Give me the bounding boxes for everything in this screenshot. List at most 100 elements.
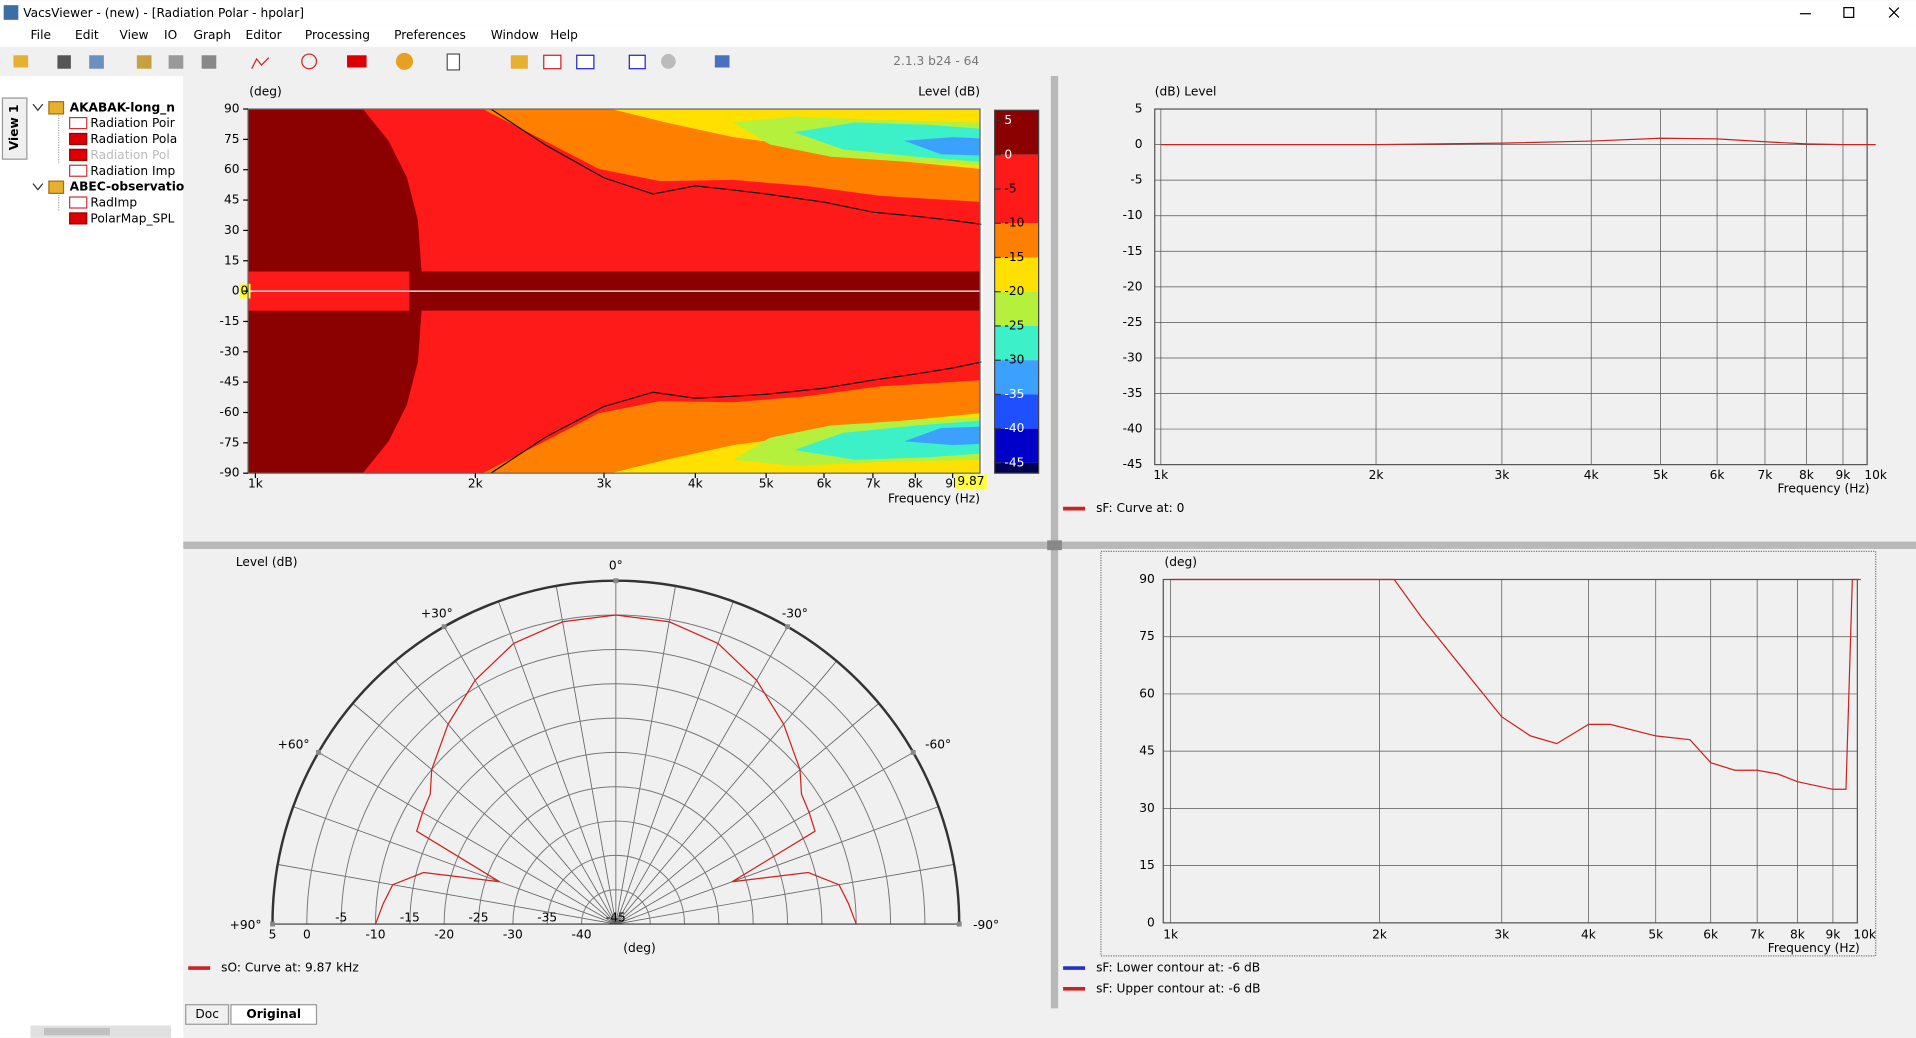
menu-bar xyxy=(0,24,1916,47)
item-icon xyxy=(69,116,88,130)
tab[interactable] xyxy=(230,1004,318,1025)
y-tick-label: 5 xyxy=(1135,102,1143,116)
x-tick-label: 5k xyxy=(1648,928,1664,942)
legend-label: sF: Lower contour at: -6 dB xyxy=(1096,961,1260,975)
x-tick-label: 2k xyxy=(468,477,484,491)
r-tick-label: 0 xyxy=(303,928,311,942)
splitter-knob[interactable] xyxy=(1047,540,1062,551)
x-tick-label: 7k xyxy=(865,477,881,491)
colorbar-tick-label: -40 xyxy=(1004,421,1024,435)
x-tick-label: 9k xyxy=(1836,468,1852,482)
colorbar-band xyxy=(994,110,1039,155)
colorbar-tick-label: -5 xyxy=(1004,182,1016,196)
tree-arrow[interactable] xyxy=(32,183,44,191)
r-tick-label: -25 xyxy=(469,910,489,924)
x-tick-label: 4k xyxy=(1584,468,1600,482)
view-tab[interactable] xyxy=(1,97,28,160)
menu-item[interactable]: Help xyxy=(550,28,578,42)
app-icon xyxy=(3,5,19,20)
sidebar xyxy=(0,76,184,1038)
angle-tick-label: +90° xyxy=(230,918,262,932)
colorbar-band xyxy=(994,223,1039,258)
r-tick-label: -5 xyxy=(335,910,347,924)
y-tick-label: 45 xyxy=(224,193,240,207)
y-tick-label: -25 xyxy=(1123,315,1143,329)
y-tick-label: -90 xyxy=(220,466,240,480)
y-tick-label: -40 xyxy=(1123,422,1143,436)
x-tick-label: 10k xyxy=(1853,928,1877,942)
colorbar-tick-label: -35 xyxy=(1004,387,1024,401)
r-tick-label: -15 xyxy=(400,910,420,924)
colorbar-tick-label: 0 xyxy=(1004,147,1012,161)
tab[interactable] xyxy=(185,1004,230,1025)
y-tick-label: -45 xyxy=(1123,457,1143,471)
x-tick-label: 8k xyxy=(1790,928,1806,942)
menu-item[interactable]: Edit xyxy=(75,28,99,42)
angle-tick-label: 0° xyxy=(609,559,623,573)
menu-item[interactable]: Editor xyxy=(245,28,282,42)
menu-item[interactable]: Processing xyxy=(305,28,370,42)
y-tick-label: -10 xyxy=(1123,208,1143,222)
x-tick-label: 1k xyxy=(1163,928,1179,942)
item-icon xyxy=(69,132,88,146)
menu-item[interactable]: Preferences xyxy=(394,28,466,42)
tree-group[interactable]: AKABAK-long_n xyxy=(70,100,175,115)
x-tick-label: 4k xyxy=(688,477,704,491)
y-tick-label: -30 xyxy=(1123,350,1143,364)
ring xyxy=(375,683,857,925)
colorbar-tick-label: -45 xyxy=(1004,455,1024,469)
menu-item[interactable]: IO xyxy=(164,28,177,42)
y-tick-label: 15 xyxy=(1139,858,1155,872)
angle-tick-label: -30° xyxy=(782,607,808,621)
y-tick-label: -30 xyxy=(220,344,240,358)
ring xyxy=(409,717,823,925)
colorbar-band xyxy=(994,154,1039,224)
window-controls[interactable] xyxy=(1799,7,1900,19)
x-tick-label: 6k xyxy=(1710,468,1726,482)
y-tick-label: -45 xyxy=(220,375,240,389)
tab-label[interactable]: Doc xyxy=(195,1007,219,1021)
tree-item[interactable]: Radiation Poir xyxy=(90,116,175,130)
tree-item[interactable]: RadImp xyxy=(90,196,137,210)
colorbar-band xyxy=(994,325,1039,361)
y-tick-label: 45 xyxy=(1139,744,1155,758)
toolbar-icons[interactable] xyxy=(13,52,730,71)
angle-tick xyxy=(441,624,447,630)
x-tick-label: 6k xyxy=(817,477,833,491)
y-tick-label: 0 xyxy=(1135,137,1143,151)
contour-region xyxy=(904,137,980,156)
angle-tick-label: +30° xyxy=(421,607,453,621)
view-tab-label[interactable]: View 1 xyxy=(7,105,21,151)
group-icon xyxy=(48,101,65,115)
tree-group[interactable]: ABEC-observatio xyxy=(70,180,185,194)
tree-item[interactable]: Radiation Pol xyxy=(90,148,169,162)
tree-arrow[interactable] xyxy=(32,103,44,112)
angle-tick-label: +60° xyxy=(278,738,310,752)
menu-item[interactable]: Window xyxy=(491,28,539,42)
x-tick-label: 9k xyxy=(1825,928,1841,942)
x-axis-label: Frequency (Hz) xyxy=(888,491,980,505)
menu-item[interactable]: View xyxy=(120,28,149,42)
tree-item[interactable]: PolarMap_SPL xyxy=(90,212,174,226)
menu-item[interactable]: File xyxy=(31,28,51,42)
x-tick-label: 4k xyxy=(1581,928,1597,942)
tree-item[interactable]: Radiation Pola xyxy=(90,132,177,146)
tab-label[interactable]: Original xyxy=(246,1007,301,1021)
colorbar-band xyxy=(994,394,1039,429)
tree-item[interactable]: Radiation Imp xyxy=(90,164,175,178)
legend-label: sF: Upper contour at: -6 dB xyxy=(1096,981,1260,995)
contour-line xyxy=(490,361,983,474)
x-tick-label: 1k xyxy=(1153,468,1169,482)
scroll-thumb[interactable] xyxy=(43,1027,110,1036)
item-icon xyxy=(69,164,88,177)
item-icon xyxy=(69,196,88,209)
y-tick-label: 0 xyxy=(1147,915,1155,929)
menu-item[interactable]: Graph xyxy=(194,28,231,42)
angle-tick-label: -60° xyxy=(925,738,951,752)
window-title: VacsViewer - (new) - [Radiation Polar - … xyxy=(23,6,304,20)
contour-region xyxy=(904,426,980,446)
series-line xyxy=(1170,578,1861,790)
y-tick-label: 30 xyxy=(224,223,240,237)
title-bar xyxy=(0,0,1916,25)
y-axis-label: (deg) xyxy=(249,84,282,98)
